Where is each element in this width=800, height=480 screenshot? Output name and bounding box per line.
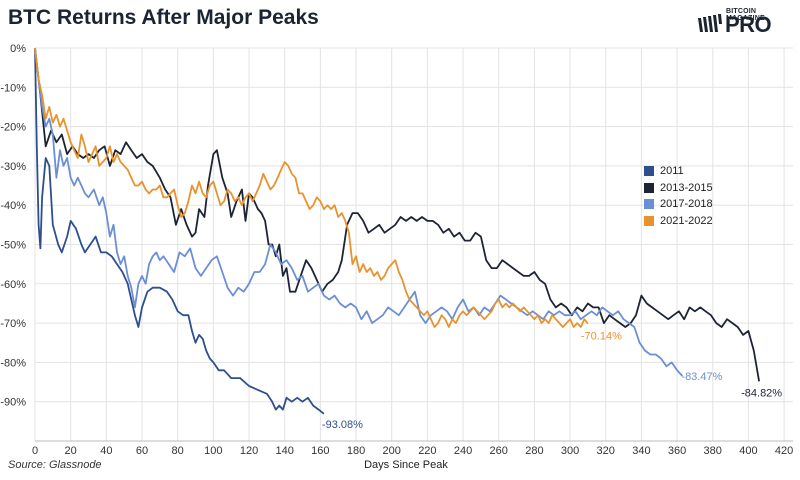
legend-swatch <box>644 215 654 226</box>
x-tick-label: 140 <box>276 445 294 457</box>
source-note: Source: Glassnode <box>8 459 102 471</box>
x-tick-label: 220 <box>418 445 436 457</box>
x-tick-label: 380 <box>704 445 722 457</box>
legend-item: 2013-2015 <box>644 180 713 197</box>
x-tick-label: 260 <box>490 445 508 457</box>
end-label-2021-2022: -70.14% <box>581 331 622 343</box>
y-tick-label: -30% <box>0 161 26 173</box>
legend-item: 2011 <box>644 163 713 180</box>
y-tick-label: -90% <box>0 397 26 409</box>
legend-swatch <box>644 182 654 193</box>
y-tick-label: -20% <box>0 122 26 134</box>
end-label-2011: -93.08% <box>322 419 363 431</box>
series-line-2013-2015 <box>34 47 760 382</box>
series-line-2021-2022 <box>34 47 589 328</box>
series-line-2017-2018 <box>34 47 684 377</box>
brand-pro: PRO <box>725 12 772 37</box>
x-tick-label: 0 <box>32 445 38 457</box>
x-tick-label: 40 <box>100 445 112 457</box>
y-tick-label: 0% <box>10 43 26 55</box>
legend-item: 2021-2022 <box>644 213 713 230</box>
legend-swatch <box>644 166 654 177</box>
brand-name: BITCOIN MAGAZINE <box>726 8 765 22</box>
x-tick-label: 420 <box>775 445 793 457</box>
x-tick-label: 160 <box>311 445 329 457</box>
x-tick-label: 180 <box>347 445 365 457</box>
x-tick-label: 100 <box>204 445 222 457</box>
legend-item: 2017-2018 <box>644 196 713 213</box>
legend-swatch <box>644 199 654 210</box>
legend-label: 2021-2022 <box>660 214 713 227</box>
x-tick-label: 320 <box>597 445 615 457</box>
y-tick-label: -10% <box>0 82 26 94</box>
end-labels: -93.08% -84.82% -83.47% -70.14% <box>322 331 782 431</box>
x-tick-label: 20 <box>65 445 77 457</box>
y-tick-label: -80% <box>0 357 26 369</box>
x-tick-label: 200 <box>383 445 401 457</box>
brand-logo: BITCOIN MAGAZINE PRO <box>698 6 790 37</box>
legend-label: 2013-2015 <box>660 181 713 194</box>
x-tick-label: 120 <box>240 445 258 457</box>
end-label-2017-2018: -83.47% <box>681 371 722 383</box>
y-tick-label: -50% <box>0 240 26 252</box>
series-lines <box>34 47 760 415</box>
series-line-2011 <box>34 47 325 415</box>
end-label-2013-2015: -84.82% <box>741 387 782 399</box>
brand-bars-icon <box>698 14 722 32</box>
legend-label: 2017-2018 <box>660 198 713 211</box>
x-tick-label: 300 <box>561 445 579 457</box>
x-tick-label: 360 <box>668 445 686 457</box>
x-tick-label: 280 <box>525 445 543 457</box>
y-axis: 0% -10% -20% -30% -40% -50% -60% -70% -80% -90% <box>0 43 26 409</box>
x-tick-label: 80 <box>172 445 184 457</box>
x-tick-label: 340 <box>632 445 650 457</box>
y-tick-label: -70% <box>0 318 26 330</box>
x-axis: 0 20 40 60 80 100 120 140 160 180 200 220 240 260 280 3… <box>32 440 793 457</box>
chart-title: BTC Returns After Major Peaks <box>8 6 319 29</box>
x-axis-label: Days Since Peak <box>364 459 448 471</box>
y-tick-label: -40% <box>0 200 26 212</box>
x-tick-label: 60 <box>136 445 148 457</box>
x-tick-label: 400 <box>739 445 757 457</box>
legend: 2011 2013-2015 2017-2018 2021-2022 <box>644 163 713 229</box>
y-tick-label: -60% <box>0 279 26 291</box>
x-tick-label: 240 <box>454 445 472 457</box>
legend-label: 2011 <box>660 165 684 178</box>
grid-lines <box>34 47 793 441</box>
